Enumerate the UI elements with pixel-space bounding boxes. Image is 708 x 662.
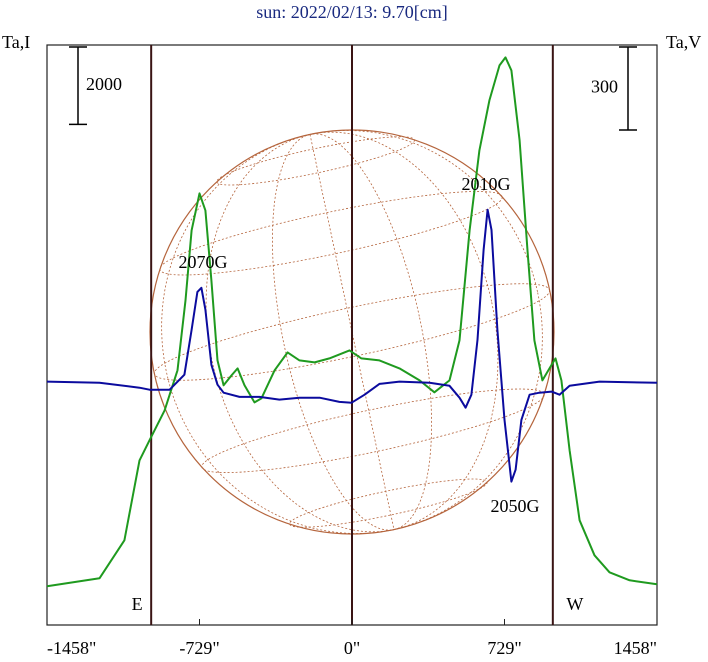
annotation: 2070G [179, 252, 228, 272]
series-line [46, 208, 658, 483]
x-tick-label: 1458" [614, 638, 657, 658]
x-tick-label: -1458" [47, 638, 96, 658]
series-line [46, 56, 658, 588]
y-axis-label: Ta,I [2, 32, 30, 52]
scale-bar-label: 2000 [86, 74, 122, 94]
parallel [153, 283, 551, 381]
chart-title: sun: 2022/02/13: 9.70[cm] [256, 2, 448, 22]
meridian [205, 131, 499, 533]
scale-bar-label: 300 [591, 77, 618, 97]
x-tick-label: 0" [344, 638, 360, 658]
annotation: 2050G [491, 496, 540, 516]
y2-axis-label: Ta,V [666, 32, 701, 52]
limb-label: E [132, 594, 143, 614]
parallel [216, 136, 415, 186]
limb-label: W [566, 594, 583, 614]
meridian [161, 130, 543, 534]
annotation: 2010G [462, 174, 511, 194]
x-tick-label: -729" [179, 638, 219, 658]
x-tick-label: 729" [487, 638, 521, 658]
